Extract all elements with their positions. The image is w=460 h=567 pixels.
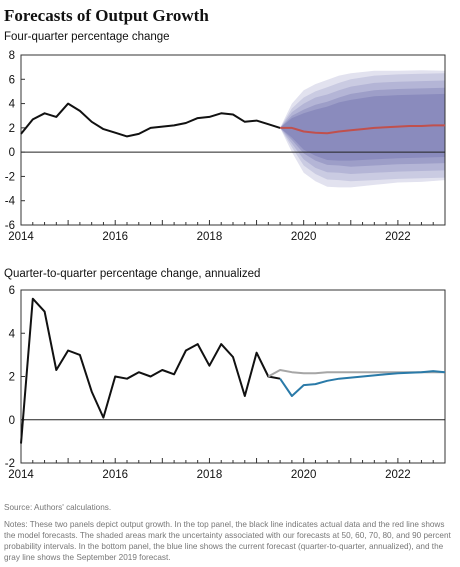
y-tick-label: 0 [9, 415, 15, 427]
x-tick-label: 2014 [8, 231, 34, 243]
x-tick-label: 2014 [8, 469, 34, 481]
y-tick-label: 6 [9, 74, 15, 86]
notes-text: Notes: These two panels depict output gr… [4, 520, 451, 562]
y-tick-label: 2 [9, 123, 15, 135]
x-tick-label: 2022 [385, 231, 411, 243]
y-tick-label: -2 [5, 458, 15, 470]
x-tick-label: 2018 [197, 231, 223, 243]
y-tick-label: 2 [9, 372, 15, 384]
x-tick-label: 2016 [102, 469, 128, 481]
y-tick-label: -2 [5, 171, 15, 183]
band-50-percent [280, 93, 445, 161]
x-tick-label: 2020 [291, 231, 317, 243]
y-tick-label: -4 [5, 196, 16, 208]
bottom-panel-subtitle: Quarter-to-quarter percentage change, an… [4, 268, 261, 280]
series-line-current-forecast [279, 370, 446, 397]
x-tick-label: 2016 [102, 231, 128, 243]
x-tick-label: 2020 [291, 469, 317, 481]
series-line-actual [20, 297, 281, 444]
figure-title: Forecasts of Output Growth [4, 6, 209, 25]
y-tick-label: -6 [5, 220, 15, 232]
series-line-actual [20, 102, 281, 138]
bottom-panel-chart: -2 0 2 4 6 2014 2016 2018 2020 2022 [5, 285, 446, 481]
source-note: Source: Authors' calculations. [4, 503, 112, 512]
plot-frame [20, 289, 446, 464]
x-tick-label: 2018 [197, 469, 223, 481]
series-line-forecast [280, 124, 445, 135]
x-tick-label: 2022 [385, 469, 411, 481]
y-tick-label: 4 [9, 99, 16, 111]
top-panel-subtitle: Four-quarter percentage change [4, 31, 170, 43]
top-panel-chart: -6 -4 -2 0 2 4 6 8 2014 2016 2018 2020 2022 [5, 50, 446, 243]
y-tick-label: 6 [9, 285, 15, 297]
y-tick-label: 4 [9, 328, 16, 340]
y-tick-label: 0 [9, 147, 15, 159]
y-tick-label: 8 [9, 50, 15, 62]
